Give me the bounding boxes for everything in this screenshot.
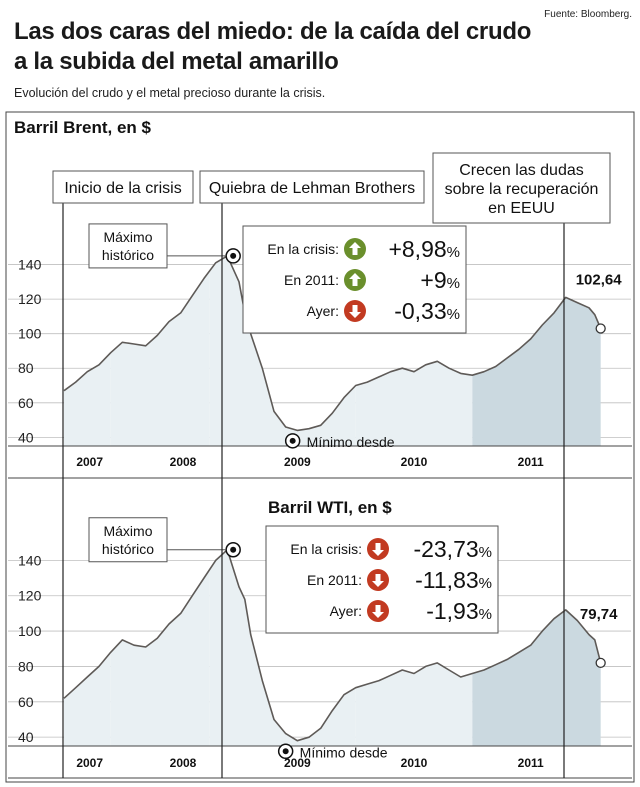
max-label-text: histórico — [102, 541, 154, 557]
event-crisis-start-label: Inicio de la crisis — [64, 180, 181, 197]
x-tick-label: 2009 — [284, 756, 311, 770]
x-tick-label: 2007 — [76, 455, 103, 469]
max-label-text: histórico — [102, 247, 154, 263]
event-doubts-label: Crecen las dudas — [459, 162, 584, 179]
max-label-text: Máximo — [103, 523, 152, 539]
event-doubts-label: en EEUU — [488, 200, 555, 217]
stat-label: En la crisis: — [267, 241, 339, 257]
chart-title: Barril WTI, en $ — [268, 498, 392, 517]
stat-label: Ayer: — [307, 303, 339, 319]
min-point-dot — [282, 748, 289, 755]
x-tick-label: 2010 — [401, 756, 428, 770]
x-tick-label: 2008 — [170, 455, 197, 469]
min-label-text: Mínimo desde — [307, 434, 395, 450]
stat-value: -0,33% — [394, 298, 460, 324]
arrow-glyph — [349, 273, 361, 286]
max-label-box — [88, 517, 168, 563]
last-value-label: 79,74 — [580, 606, 618, 623]
x-tick-label: 2011 — [518, 455, 544, 469]
y-tick-label: 120 — [18, 291, 42, 307]
event-doubts-label: sobre la recuperación — [445, 181, 599, 198]
y-tick-label: 140 — [18, 552, 42, 568]
min-label-text: Mínimo desde — [300, 744, 388, 760]
price-line — [63, 255, 602, 432]
page-subtitle: Evolución del crudo y el metal precioso … — [14, 86, 326, 100]
y-tick-label: 120 — [18, 588, 42, 604]
area-fill-band — [472, 255, 601, 446]
chart-frame — [5, 111, 635, 783]
max-label-box — [88, 223, 168, 269]
event-lehman-label: Quiebra de Lehman Brothers — [209, 180, 415, 197]
max-point-dot — [230, 252, 237, 259]
title-line-1: Las dos caras del miedo: de la caída del… — [14, 18, 532, 45]
page-title: Las dos caras del miedo: de la caída del… — [14, 17, 531, 77]
last-point-marker — [595, 657, 606, 669]
event-doubts-box — [432, 152, 611, 224]
arrow-glyph — [349, 242, 361, 255]
title-line-2: a la subida del metal amarillo — [14, 48, 339, 75]
y-tick-label: 100 — [18, 623, 42, 639]
last-value-label: 102,64 — [576, 271, 623, 288]
chart-title: Barril Brent, en $ — [14, 118, 152, 137]
y-tick-label: 40 — [18, 429, 34, 445]
event-markers: Inicio de la crisis Quiebra de Lehman Bro… — [52, 152, 611, 778]
stat-label: En 2011: — [284, 272, 339, 288]
x-tick-label: 2009 — [284, 455, 311, 469]
arrow-glyph — [372, 574, 384, 587]
max-label-text: Máximo — [103, 229, 152, 245]
arrow-glyph — [372, 543, 384, 556]
stat-value: +8,98% — [388, 236, 460, 262]
x-tick-label: 2011 — [518, 756, 544, 770]
y-tick-label: 80 — [18, 658, 34, 674]
stat-value: -11,83% — [415, 567, 492, 593]
y-tick-label: 60 — [18, 694, 34, 710]
event-crisis-start-box — [52, 170, 194, 204]
stat-label: En la crisis: — [290, 541, 362, 557]
arrow-glyph — [349, 305, 361, 318]
stat-value: -1,93% — [426, 598, 492, 624]
last-point-marker — [595, 323, 606, 334]
x-tick-label: 2008 — [170, 756, 197, 770]
event-lehman-box — [199, 170, 425, 204]
arrow-glyph — [372, 605, 384, 618]
max-point-dot — [230, 546, 237, 553]
y-tick-label: 40 — [18, 729, 34, 745]
y-tick-label: 140 — [18, 257, 42, 273]
stat-value: -23,73% — [413, 536, 492, 562]
source-note: Fuente: Bloomberg. — [544, 9, 632, 20]
stat-value: +9% — [420, 267, 460, 293]
y-tick-label: 80 — [18, 360, 34, 376]
x-tick-label: 2007 — [76, 756, 103, 770]
y-tick-label: 100 — [18, 326, 42, 342]
price-line — [63, 548, 602, 742]
min-point-dot — [289, 437, 296, 444]
stat-label: En 2011: — [307, 572, 362, 588]
x-tick-label: 2010 — [401, 455, 428, 469]
stat-label: Ayer: — [330, 603, 362, 619]
y-tick-label: 60 — [18, 395, 34, 411]
chart-panel-2: Barril WTI, en $ 40 60 80 100 120 140 2007 2008 2… — [8, 498, 632, 779]
